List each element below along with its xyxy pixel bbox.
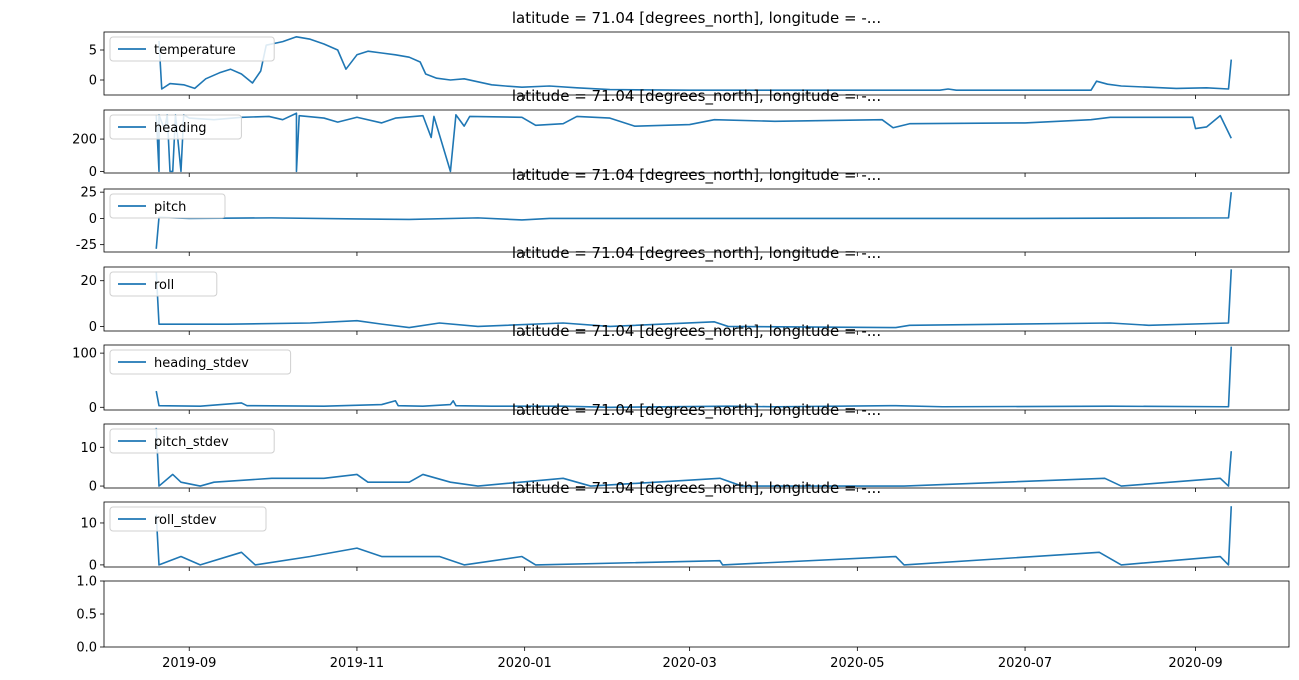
y-tick-label: 0 [89, 480, 97, 495]
legend-box [109, 114, 242, 140]
panel-title: latitude = 71.04 [degrees_north], longit… [512, 9, 881, 28]
series-line-pitch_stdev [155, 427, 1233, 487]
axes-frame [103, 109, 1290, 174]
axes-frame [103, 188, 1290, 253]
x-tick-label: 2020-05 [830, 656, 884, 671]
series-line-roll_stdev [155, 506, 1233, 566]
axes-frame [103, 31, 1290, 96]
y-tick-label: 0.5 [76, 608, 97, 623]
series-line-pitch [155, 192, 1233, 249]
legend-box [109, 349, 292, 375]
axes-frame [103, 344, 1290, 411]
y-tick-label: 25 [80, 186, 97, 201]
y-tick-label: 5 [89, 44, 97, 59]
y-tick-label: 0 [89, 401, 97, 416]
panel-title: latitude = 71.04 [degrees_north], longit… [512, 87, 881, 106]
series-line-roll [155, 269, 1233, 329]
x-tick-label: 2020-03 [662, 656, 716, 671]
axes-frame [103, 501, 1290, 568]
axes-frame [103, 423, 1290, 489]
panel-title: latitude = 71.04 [degrees_north], longit… [512, 322, 881, 341]
legend-label: pitch [154, 200, 186, 215]
panel-title: latitude = 71.04 [degrees_north], longit… [512, 244, 881, 263]
y-tick-label: 100 [72, 347, 97, 362]
legend-label: roll [154, 278, 174, 293]
axes-frame [103, 580, 1290, 648]
legend-label: pitch_stdev [154, 435, 229, 450]
legend-box [109, 428, 275, 454]
panel-empty: 0.0 0.5 1.0 [76, 575, 1290, 656]
panel-title: latitude = 71.04 [degrees_north], longit… [512, 401, 881, 420]
x-tick-label: 2019-09 [162, 656, 216, 671]
legend-box [109, 36, 275, 62]
series-line-temperature [158, 36, 1233, 91]
y-tick-label: 0 [89, 212, 97, 227]
panel-roll: 0 20 latitude = 71.04 [degrees_north], lon… [80, 244, 1290, 335]
y-tick-label: 0.0 [76, 641, 97, 656]
x-tick-label: 2020-09 [1168, 656, 1222, 671]
panel-title: latitude = 71.04 [degrees_north], longit… [512, 479, 881, 498]
x-tick-label: 2020-01 [497, 656, 551, 671]
axes-frame [103, 266, 1290, 332]
y-tick-label: 10 [80, 441, 97, 456]
panel-temperature: 0 5 latitude = 71.04 [degrees_north], long… [89, 9, 1290, 99]
y-tick-label: 10 [80, 516, 97, 531]
legend-label: temperature [154, 43, 236, 58]
panel-heading_stdev: 0 100 latitude = 71.04 [degrees_north], lo… [72, 322, 1290, 416]
panel-pitch_stdev: 0 10 latitude = 71.04 [degrees_north], lon… [80, 401, 1290, 495]
panel-roll_stdev: 0 10 latitude = 71.04 [degrees_north], lon… [80, 479, 1290, 573]
y-tick-label: 0 [89, 165, 97, 180]
legend-box [109, 271, 218, 297]
y-tick-label: 200 [72, 133, 97, 148]
y-tick-label: 20 [80, 274, 97, 289]
x-tick-label: 2019-11 [330, 656, 384, 671]
y-tick-label: 0 [89, 74, 97, 89]
y-tick-label: 1.0 [76, 575, 97, 590]
y-tick-label: 0 [89, 320, 97, 335]
y-tick-label: 0 [89, 558, 97, 573]
legend-label: roll_stdev [154, 513, 217, 528]
panel-title: latitude = 71.04 [degrees_north], longit… [512, 166, 881, 185]
legend-label: heading_stdev [154, 356, 249, 371]
legend-label: heading [154, 121, 207, 136]
x-tick-label: 2020-07 [998, 656, 1052, 671]
series-line-heading [155, 112, 1232, 173]
legend-box [109, 193, 226, 219]
series-line-heading_stdev [155, 346, 1233, 409]
legend-box [109, 506, 267, 532]
panel-heading: 0 200 latitude = 71.04 [degrees_north], lo… [72, 87, 1290, 180]
y-tick-label: -25 [76, 238, 97, 253]
panel-pitch: -25 0 25 latitude = 71.04 [degrees_north], … [76, 166, 1290, 256]
